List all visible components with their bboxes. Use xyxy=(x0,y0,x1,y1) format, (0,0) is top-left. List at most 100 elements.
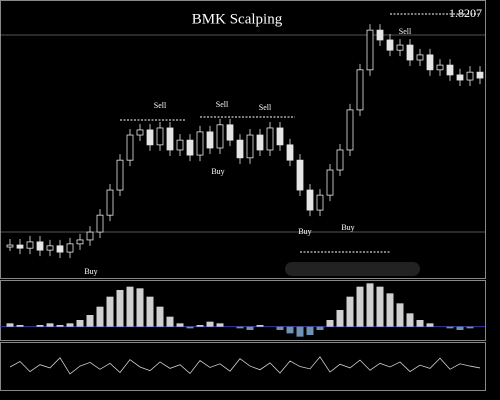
histogram-bar xyxy=(366,283,374,327)
candle xyxy=(356,69,364,111)
histogram-bar xyxy=(216,323,224,327)
candle xyxy=(436,64,444,71)
histogram-bar xyxy=(146,296,154,327)
candle xyxy=(16,244,24,249)
histogram-bar xyxy=(246,326,254,330)
histogram-bar xyxy=(376,286,384,327)
candle xyxy=(6,244,14,248)
histogram-bar xyxy=(36,325,44,327)
candle xyxy=(236,139,244,159)
signal-label: Sell xyxy=(259,103,272,112)
histogram-bar xyxy=(176,323,184,327)
candle xyxy=(86,231,94,241)
candle xyxy=(106,189,114,216)
histogram-bar xyxy=(196,325,204,327)
histogram-bar xyxy=(336,310,344,327)
signal-label: Sell xyxy=(154,101,167,110)
candle xyxy=(56,245,64,253)
indicator-panel xyxy=(0,342,486,391)
candle xyxy=(136,129,144,136)
histogram-bar xyxy=(416,320,424,327)
histogram-bar xyxy=(56,325,64,327)
histogram-bar xyxy=(106,296,114,327)
candle xyxy=(206,131,214,149)
candle xyxy=(366,29,374,71)
candle xyxy=(156,127,164,146)
candle xyxy=(246,134,254,159)
histogram-bar xyxy=(6,323,14,327)
oscillator-panel xyxy=(0,280,486,341)
candle xyxy=(336,149,344,171)
candle xyxy=(476,71,484,79)
signal-label: Buy xyxy=(211,167,224,176)
candle xyxy=(316,194,324,211)
candle xyxy=(256,134,264,151)
histogram-bar xyxy=(126,286,134,327)
candle xyxy=(306,189,314,211)
candle xyxy=(76,239,84,245)
candle xyxy=(416,54,424,61)
histogram-bar xyxy=(326,320,334,327)
histogram-bar xyxy=(406,313,414,327)
signal-label: Buy xyxy=(84,267,97,276)
signal-label: Buy xyxy=(298,227,311,236)
histogram-bar xyxy=(386,293,394,327)
candle xyxy=(186,139,194,156)
histogram-bar xyxy=(356,286,364,327)
histogram-bar xyxy=(296,326,304,337)
histogram-bar xyxy=(316,326,324,330)
candle xyxy=(296,159,304,191)
chart-title: BMK Scalping xyxy=(192,11,283,27)
histogram-bar xyxy=(276,326,284,330)
candle xyxy=(406,44,414,61)
histogram-bar xyxy=(96,306,104,327)
candle xyxy=(286,144,294,161)
histogram-bar xyxy=(446,326,454,329)
candle xyxy=(426,54,434,71)
candle xyxy=(266,127,274,151)
candle xyxy=(226,124,234,141)
candle xyxy=(376,29,384,41)
histogram-bar xyxy=(156,306,164,327)
signal-label: Sell xyxy=(399,27,412,36)
candle xyxy=(456,74,464,81)
histogram-bar xyxy=(166,316,174,327)
histogram-bar xyxy=(66,323,74,327)
histogram-bar xyxy=(76,320,84,327)
histogram-bar xyxy=(186,326,194,329)
candle xyxy=(26,241,34,249)
candle xyxy=(446,64,454,76)
histogram-bar xyxy=(206,321,214,327)
histogram-bar xyxy=(16,325,24,327)
histogram-bar xyxy=(46,323,54,327)
candle xyxy=(96,214,104,233)
histogram-bar xyxy=(466,326,474,329)
histogram-bar xyxy=(256,325,264,327)
indicator-line xyxy=(9,356,481,375)
histogram-bar xyxy=(286,326,294,334)
candle xyxy=(396,44,404,51)
candle xyxy=(36,241,44,251)
candle xyxy=(176,139,184,151)
histogram-bar xyxy=(116,290,124,327)
candle xyxy=(466,71,474,81)
candle xyxy=(346,109,354,151)
candle xyxy=(166,127,174,151)
candle xyxy=(386,39,394,51)
price-panel xyxy=(0,0,486,279)
histogram-bar xyxy=(346,296,354,327)
histogram-bar xyxy=(426,323,434,327)
histogram-bar xyxy=(236,326,244,329)
signal-label: Buy xyxy=(341,223,354,232)
candle xyxy=(66,243,74,253)
candle xyxy=(276,127,284,146)
candle xyxy=(146,129,154,146)
price-label: 1.8207 xyxy=(449,6,482,20)
histogram-bar xyxy=(86,315,94,327)
signal-label: Sell xyxy=(216,100,229,109)
histogram-bar xyxy=(456,326,464,330)
candle xyxy=(216,124,224,149)
candle xyxy=(46,245,54,251)
